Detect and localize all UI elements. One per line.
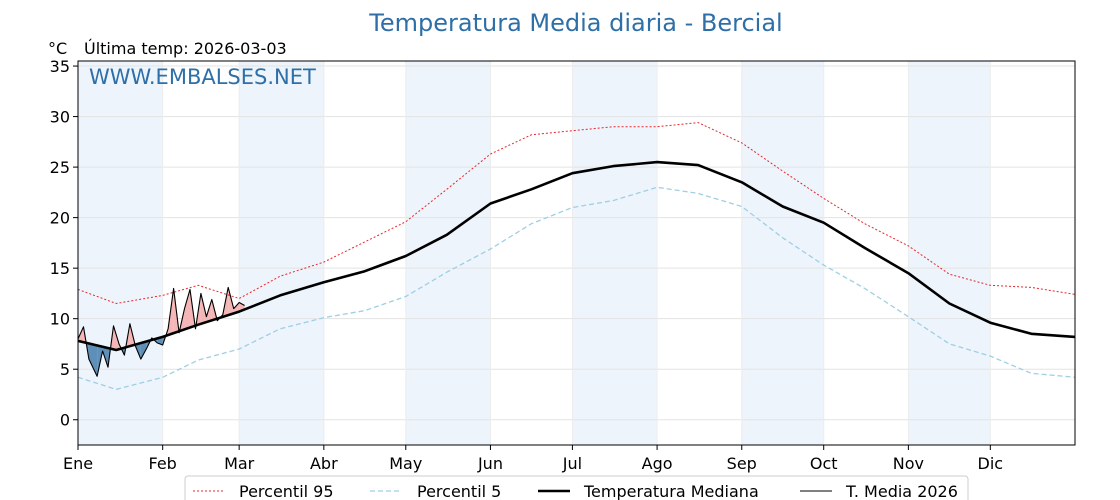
xtick-label-abr: Abr <box>310 454 338 473</box>
ytick-label-10: 10 <box>50 310 70 329</box>
legend-label-median: Temperatura Mediana <box>583 482 759 500</box>
chart-title: Temperatura Media diaria - Bercial <box>368 9 782 37</box>
last-temp-label: Última temp: 2026-03-03 <box>84 39 287 58</box>
xtick-label-dic: Dic <box>978 454 1004 473</box>
xtick-label-oct: Oct <box>810 454 838 473</box>
series-line-percentil-5 <box>77 186 1076 391</box>
xtick-label-sep: Sep <box>727 454 757 473</box>
legend-label-p95: Percentil 95 <box>239 482 334 500</box>
series-line-percentil-95 <box>77 122 1076 305</box>
month-band-nov <box>908 61 991 445</box>
plot-frame <box>77 60 1076 446</box>
month-band-sep <box>741 61 824 445</box>
xtick-label-nov: Nov <box>893 454 924 473</box>
xtick-label-jul: Jul <box>562 454 582 473</box>
xtick-label-mar: Mar <box>224 454 255 473</box>
xtick-label-ago: Ago <box>642 454 673 473</box>
legend-label-current: T. Media 2026 <box>845 482 958 500</box>
ytick-label-0: 0 <box>60 411 70 430</box>
ytick-label-25: 25 <box>50 158 70 177</box>
below-median-fill-2 <box>88 343 98 377</box>
unit-label: °C <box>48 39 67 58</box>
xtick-label-may: May <box>389 454 422 473</box>
legend-label-p5: Percentil 5 <box>417 482 501 500</box>
ytick-label-35: 35 <box>50 57 70 76</box>
month-band-jul <box>572 61 658 445</box>
month-band-ene <box>78 61 163 445</box>
ytick-label-5: 5 <box>60 360 70 379</box>
month-band-may <box>405 61 491 445</box>
xtick-label-ene: Ene <box>63 454 93 473</box>
legend-box <box>184 475 969 500</box>
watermark: WWW.EMBALSES.NET <box>89 65 316 89</box>
xtick-label-jun: Jun <box>477 454 503 473</box>
below-median-fill-11 <box>140 341 147 360</box>
series-line-t-media-2026 <box>77 286 245 377</box>
month-band-mar <box>239 61 324 445</box>
ytick-label-30: 30 <box>50 108 70 127</box>
xtick-label-feb: Feb <box>149 454 177 473</box>
above-median-fill-19 <box>184 289 190 330</box>
series-line-temperatura-mediana <box>77 160 1076 352</box>
legend: Percentil 95 Percentil 5 Temperatura Med… <box>184 475 969 500</box>
ytick-label-15: 15 <box>50 259 70 278</box>
above-median-fill-28 <box>233 302 240 314</box>
ytick-label-20: 20 <box>50 209 70 228</box>
